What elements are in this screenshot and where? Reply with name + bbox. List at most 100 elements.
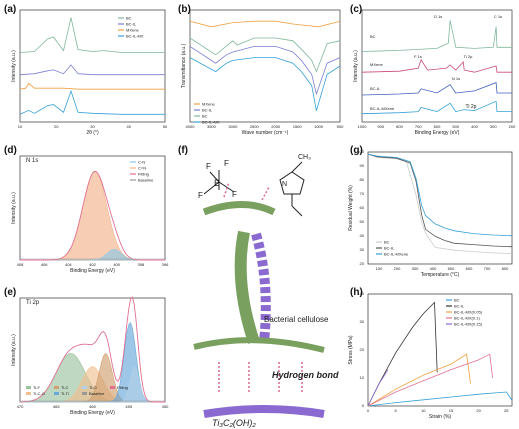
chart-panel-h: 0 5 10 15 20 25 0 10 20 30 40 Strain (%) Stress (MPa… [348,291,513,420]
panel-e-xtick: 465 [53,404,60,409]
panel-g-ytick: 20 [360,261,365,266]
panel-b-xtick: 1000 [314,124,324,129]
panel-d-peak-0 [20,171,165,261]
hydrogen-bonds [218,181,303,394]
panel-a-legend-label: MXene [126,28,139,33]
panel-e-legend-label: Fitting [117,385,128,390]
mxene-sheet-fiber [251,232,271,343]
panel-c-xtick: 600 [434,124,441,129]
panel-label-c: (c) [350,4,363,15]
methyl-label: CH₃ [298,154,311,161]
panel-c-frame [361,9,513,123]
panel-h-xtick: 5 [395,408,398,413]
panel-d-fitting [20,171,165,261]
panel-h-legend-label: BC-IL-MX(0.15) [454,322,483,327]
panel-c-peak-label: F 1s [414,54,422,59]
panel-d-xtick: 400 [113,262,120,267]
panel-c-xtick: 400 [471,124,478,129]
panel-g-ytick: 70 [360,191,365,196]
panel-e-legend-swatch [54,386,59,389]
panel-b-xtick: 3000 [228,124,238,129]
panel-h-legend-label: BC [454,298,460,303]
panel-h-ytick: 0 [362,403,365,408]
panel-d-xtick: 408 [17,262,24,267]
bf4-anion: F B F F F [198,159,237,200]
panel-e-xtick: 450 [162,404,169,409]
panel-h-ytick: 10 [360,375,365,380]
panel-h-xtick: 15 [449,408,454,413]
panel-g-ytick: 100 [357,149,364,154]
panel-b-series-2 [189,46,341,96]
panel-e-xlabel: Binding Energy (eV) [70,410,115,416]
panel-e-legend-label: Ti-Ti [61,391,69,396]
panel-a-series-0 [19,17,165,53]
panel-d-xtick: 396 [162,262,169,267]
panel-g-xtick: 500 [448,266,455,271]
chart-panel-d: 408 406 404 402 400 398 396 Binding Energy (eV)… [11,155,169,274]
panel-label-g: (g) [350,145,363,156]
panel-b-series-0 [189,20,341,28]
panel-c-xtick: 800 [396,124,403,129]
panel-e-fitting [19,296,165,403]
panel-a-series-2 [19,82,165,90]
panel-g-ylabel: Residual Weight (%) [348,185,354,231]
panel-c-inset-label: Ti 2p [466,104,477,110]
panel-h-xtick: 20 [476,408,481,413]
panel-e-legend-swatch [54,392,59,395]
panel-d-xtick: 406 [41,262,48,267]
panel-b-legend-label: BC-IL-MX [202,120,220,125]
panel-label-e: (e) [4,287,17,298]
panel-g-ytick: 90 [360,163,365,168]
panel-b-xlabel: Wave number (cm⁻¹) [242,130,289,136]
panel-d-xtick: 402 [89,262,96,267]
panel-g-ytick: 40 [360,233,365,238]
panel-b-xtick: 2500 [250,124,260,129]
panel-a-series-1 [19,64,165,76]
panel-d-legend-label: C-N [138,160,145,165]
chart-panel-a: 10 20 30 40 50 2θ (°) Intensity (a.u.) BCBC-ILM… [11,9,168,136]
panel-h-frame [367,293,513,407]
cellulose-chain-bottom [193,337,325,353]
panel-a-xtick: 20 [54,124,59,129]
panel-d-xtick: 404 [65,262,72,267]
panel-g-ytick: 60 [360,205,365,210]
svg-text:F: F [198,191,203,200]
panel-g-xtick: 600 [466,266,473,271]
panel-b-legend-label: MXene [202,102,215,107]
panel-h-ytick: 20 [360,347,365,352]
panel-e-legend-label: Baseline [89,391,105,396]
panel-g-legend-label: BC-IL-MXene [384,252,409,257]
panel-e-ylabel: Intensity (a.u.) [11,334,17,366]
panel-e-legend-label: Ti-O [89,385,97,390]
mxene-layer [203,405,325,418]
panel-c-series-label: BC-IL [370,86,381,91]
panel-e-legend-swatch [82,386,87,389]
panel-b-xtick: 4000 [186,124,196,129]
panel-b-legend-label: BC-IL [202,108,213,113]
panel-h-series-1 [367,301,438,407]
panel-a-xtick: 30 [90,124,95,129]
chart-panel-b: 4000 3500 3000 2500 2000 1500 1000 500 Wave numb… [181,9,344,136]
panel-c-series-0 [361,20,512,52]
panel-c-xtick: 700 [415,124,422,129]
panel-a-series-3 [19,89,165,115]
panel-a-ylabel: Intensity (a.u.) [11,50,17,82]
panel-a-xtick: 10 [18,124,23,129]
panel-g-series-0 [367,153,513,254]
panel-d-legend-label: C=N [138,166,146,171]
imidazolium-cation: CH₃ N [279,154,311,217]
panel-g-frame [367,151,513,265]
panel-e-legend-label: Ti-F [33,385,41,390]
panel-c-series-label: MXene [370,62,383,67]
panel-c-series-2 [361,82,512,96]
panel-g-xlabel: Temperature (°C) [421,272,460,278]
panel-g-xtick: 200 [394,266,401,271]
panel-b-series-1 [189,37,341,73]
panel-c-xtick: 300 [490,124,497,129]
panel-label-a: (a) [4,4,17,15]
panel-b-xtick: 1500 [293,124,303,129]
panel-h-series-3 [367,353,493,407]
cellulose-fiber [234,230,260,344]
panel-c-peak-label: Ti 2p [464,54,474,59]
panel-label-f: (f) [178,145,188,156]
